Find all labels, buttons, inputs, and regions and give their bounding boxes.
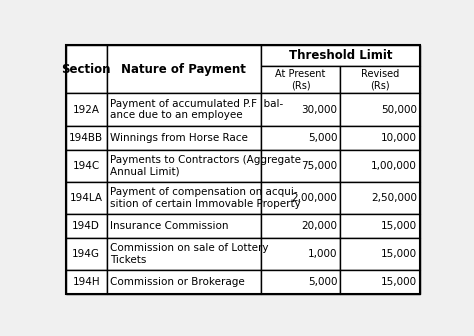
Bar [261, 66, 340, 93]
Bar [66, 150, 107, 182]
Bar [340, 66, 420, 93]
Text: 194LA: 194LA [70, 193, 103, 203]
Text: 20,000: 20,000 [301, 221, 337, 231]
Bar [340, 150, 420, 182]
Text: Insurance Commission: Insurance Commission [110, 221, 229, 231]
Text: Payment of compensation on acqui-
sition of certain Immovable Property: Payment of compensation on acqui- sition… [110, 187, 301, 209]
Text: 15,000: 15,000 [381, 249, 417, 259]
Bar [66, 214, 107, 238]
Text: 1,00,000: 1,00,000 [371, 161, 417, 171]
Bar [261, 214, 340, 238]
Bar [261, 150, 340, 182]
Bar [261, 93, 340, 126]
Bar [340, 214, 420, 238]
Text: 194BB: 194BB [69, 133, 103, 143]
Bar [340, 182, 420, 214]
Text: 194C: 194C [73, 161, 100, 171]
Text: 1,000: 1,000 [308, 249, 337, 259]
Text: 2,00,000: 2,00,000 [292, 193, 337, 203]
Text: 194D: 194D [73, 221, 100, 231]
Text: 75,000: 75,000 [301, 161, 337, 171]
Bar [66, 45, 107, 93]
Text: Commission or Brokerage: Commission or Brokerage [110, 277, 245, 287]
Text: 194G: 194G [72, 249, 100, 259]
Bar [107, 182, 261, 214]
Text: 194H: 194H [73, 277, 100, 287]
Text: 30,000: 30,000 [301, 104, 337, 115]
Bar [66, 182, 107, 214]
Text: Revised
(Rs): Revised (Rs) [361, 69, 399, 91]
Text: At Present
(Rs): At Present (Rs) [275, 69, 326, 91]
Bar [261, 182, 340, 214]
Text: Commission on sale of Lottery
Tickets: Commission on sale of Lottery Tickets [110, 243, 269, 265]
Bar [107, 214, 261, 238]
Text: 15,000: 15,000 [381, 221, 417, 231]
Text: 192A: 192A [73, 104, 100, 115]
Bar [107, 45, 261, 93]
Text: 2,50,000: 2,50,000 [371, 193, 417, 203]
Bar [66, 238, 107, 270]
Bar [66, 270, 107, 294]
Bar [261, 238, 340, 270]
Bar [261, 45, 420, 66]
Text: 5,000: 5,000 [308, 277, 337, 287]
Bar [261, 270, 340, 294]
Bar [107, 126, 261, 150]
Text: Winnings from Horse Race: Winnings from Horse Race [110, 133, 248, 143]
Bar [66, 93, 107, 126]
Bar [340, 126, 420, 150]
Bar [261, 126, 340, 150]
Text: Payments to Contractors (Aggregate
Annual Limit): Payments to Contractors (Aggregate Annua… [110, 155, 301, 177]
Bar [66, 126, 107, 150]
Text: 10,000: 10,000 [381, 133, 417, 143]
Bar [340, 238, 420, 270]
Bar [107, 270, 261, 294]
Text: 50,000: 50,000 [381, 104, 417, 115]
Text: 15,000: 15,000 [381, 277, 417, 287]
Bar [107, 150, 261, 182]
Bar [340, 93, 420, 126]
Text: Section: Section [62, 63, 111, 76]
Text: Nature of Payment: Nature of Payment [121, 63, 246, 76]
Text: Threshold Limit: Threshold Limit [289, 49, 392, 62]
Bar [340, 270, 420, 294]
Bar [107, 238, 261, 270]
Text: 5,000: 5,000 [308, 133, 337, 143]
Bar [107, 93, 261, 126]
Text: Payment of accumulated P.F  bal-
ance due to an employee: Payment of accumulated P.F bal- ance due… [110, 99, 283, 120]
